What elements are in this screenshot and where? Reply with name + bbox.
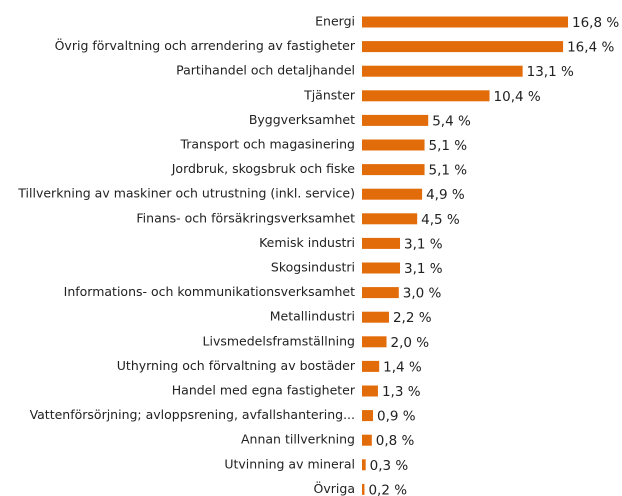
value-label: 5,4 % (432, 113, 471, 129)
value-label: 1,3 % (382, 384, 421, 400)
bar (362, 16, 568, 28)
value-label: 2,0 % (391, 335, 430, 351)
category-label: Energi (315, 14, 355, 29)
bar (362, 114, 429, 126)
bar (362, 385, 378, 397)
value-label: 16,4 % (567, 40, 614, 56)
value-label: 3,1 % (404, 236, 443, 252)
category-label: Annan tillverkning (241, 432, 355, 447)
category-label: Uthyrning och förvaltning av bostäder (117, 358, 356, 373)
value-label: 5,1 % (429, 163, 468, 179)
bar (362, 287, 399, 299)
category-label: Informations- och kommunikationsverksamh… (64, 284, 355, 299)
category-label: Livsmedelsframställning (203, 333, 355, 348)
category-label: Kemisk industri (259, 235, 355, 250)
value-label: 5,1 % (429, 138, 468, 154)
bar (362, 90, 490, 102)
bar (362, 213, 418, 225)
bar (362, 311, 389, 323)
category-label: Metallindustri (270, 309, 355, 324)
value-label: 13,1 % (527, 64, 574, 80)
value-label: 2,2 % (393, 310, 432, 326)
bar (362, 360, 380, 372)
category-label: Skogsindustri (271, 260, 355, 275)
value-label: 4,9 % (426, 187, 465, 203)
value-label: 0,2 % (368, 482, 407, 496)
category-label: Tillverkning av maskiner och utrustning … (17, 186, 355, 201)
bar (362, 434, 372, 446)
bar (362, 262, 401, 274)
bar (362, 410, 374, 422)
category-label: Transport och magasinering (179, 137, 355, 152)
bar (362, 336, 387, 348)
bar (362, 65, 523, 77)
category-label: Tjänster (303, 87, 356, 102)
category-label: Utvinning av mineral (224, 456, 355, 471)
category-label: Övrig förvaltning och arrendering av fas… (55, 37, 356, 53)
value-label: 16,8 % (572, 15, 619, 31)
bar (362, 459, 366, 471)
value-label: 0,9 % (377, 409, 416, 425)
category-label: Finans- och försäkringsverksamhet (136, 210, 355, 225)
category-label: Handel med egna fastigheter (172, 383, 356, 398)
category-label: Övriga (314, 480, 355, 496)
bar (362, 139, 425, 151)
value-label: 3,1 % (404, 261, 443, 277)
value-label: 0,3 % (370, 458, 409, 474)
bar (362, 41, 564, 53)
category-label: Vattenförsörjning; avloppsrening, avfall… (30, 407, 355, 422)
bar (362, 188, 423, 200)
bar (362, 483, 365, 495)
category-label: Partihandel och detaljhandel (176, 63, 355, 78)
value-label: 3,0 % (403, 286, 442, 302)
bar (362, 164, 425, 176)
value-label: 1,4 % (383, 359, 422, 375)
category-label: Byggverksamhet (249, 112, 355, 127)
bar (362, 237, 401, 249)
value-label: 4,5 % (421, 212, 460, 228)
value-label: 10,4 % (494, 89, 541, 105)
value-label: 0,8 % (376, 433, 415, 449)
category-label: Jordbruk, skogsbruk och fiske (171, 161, 356, 176)
